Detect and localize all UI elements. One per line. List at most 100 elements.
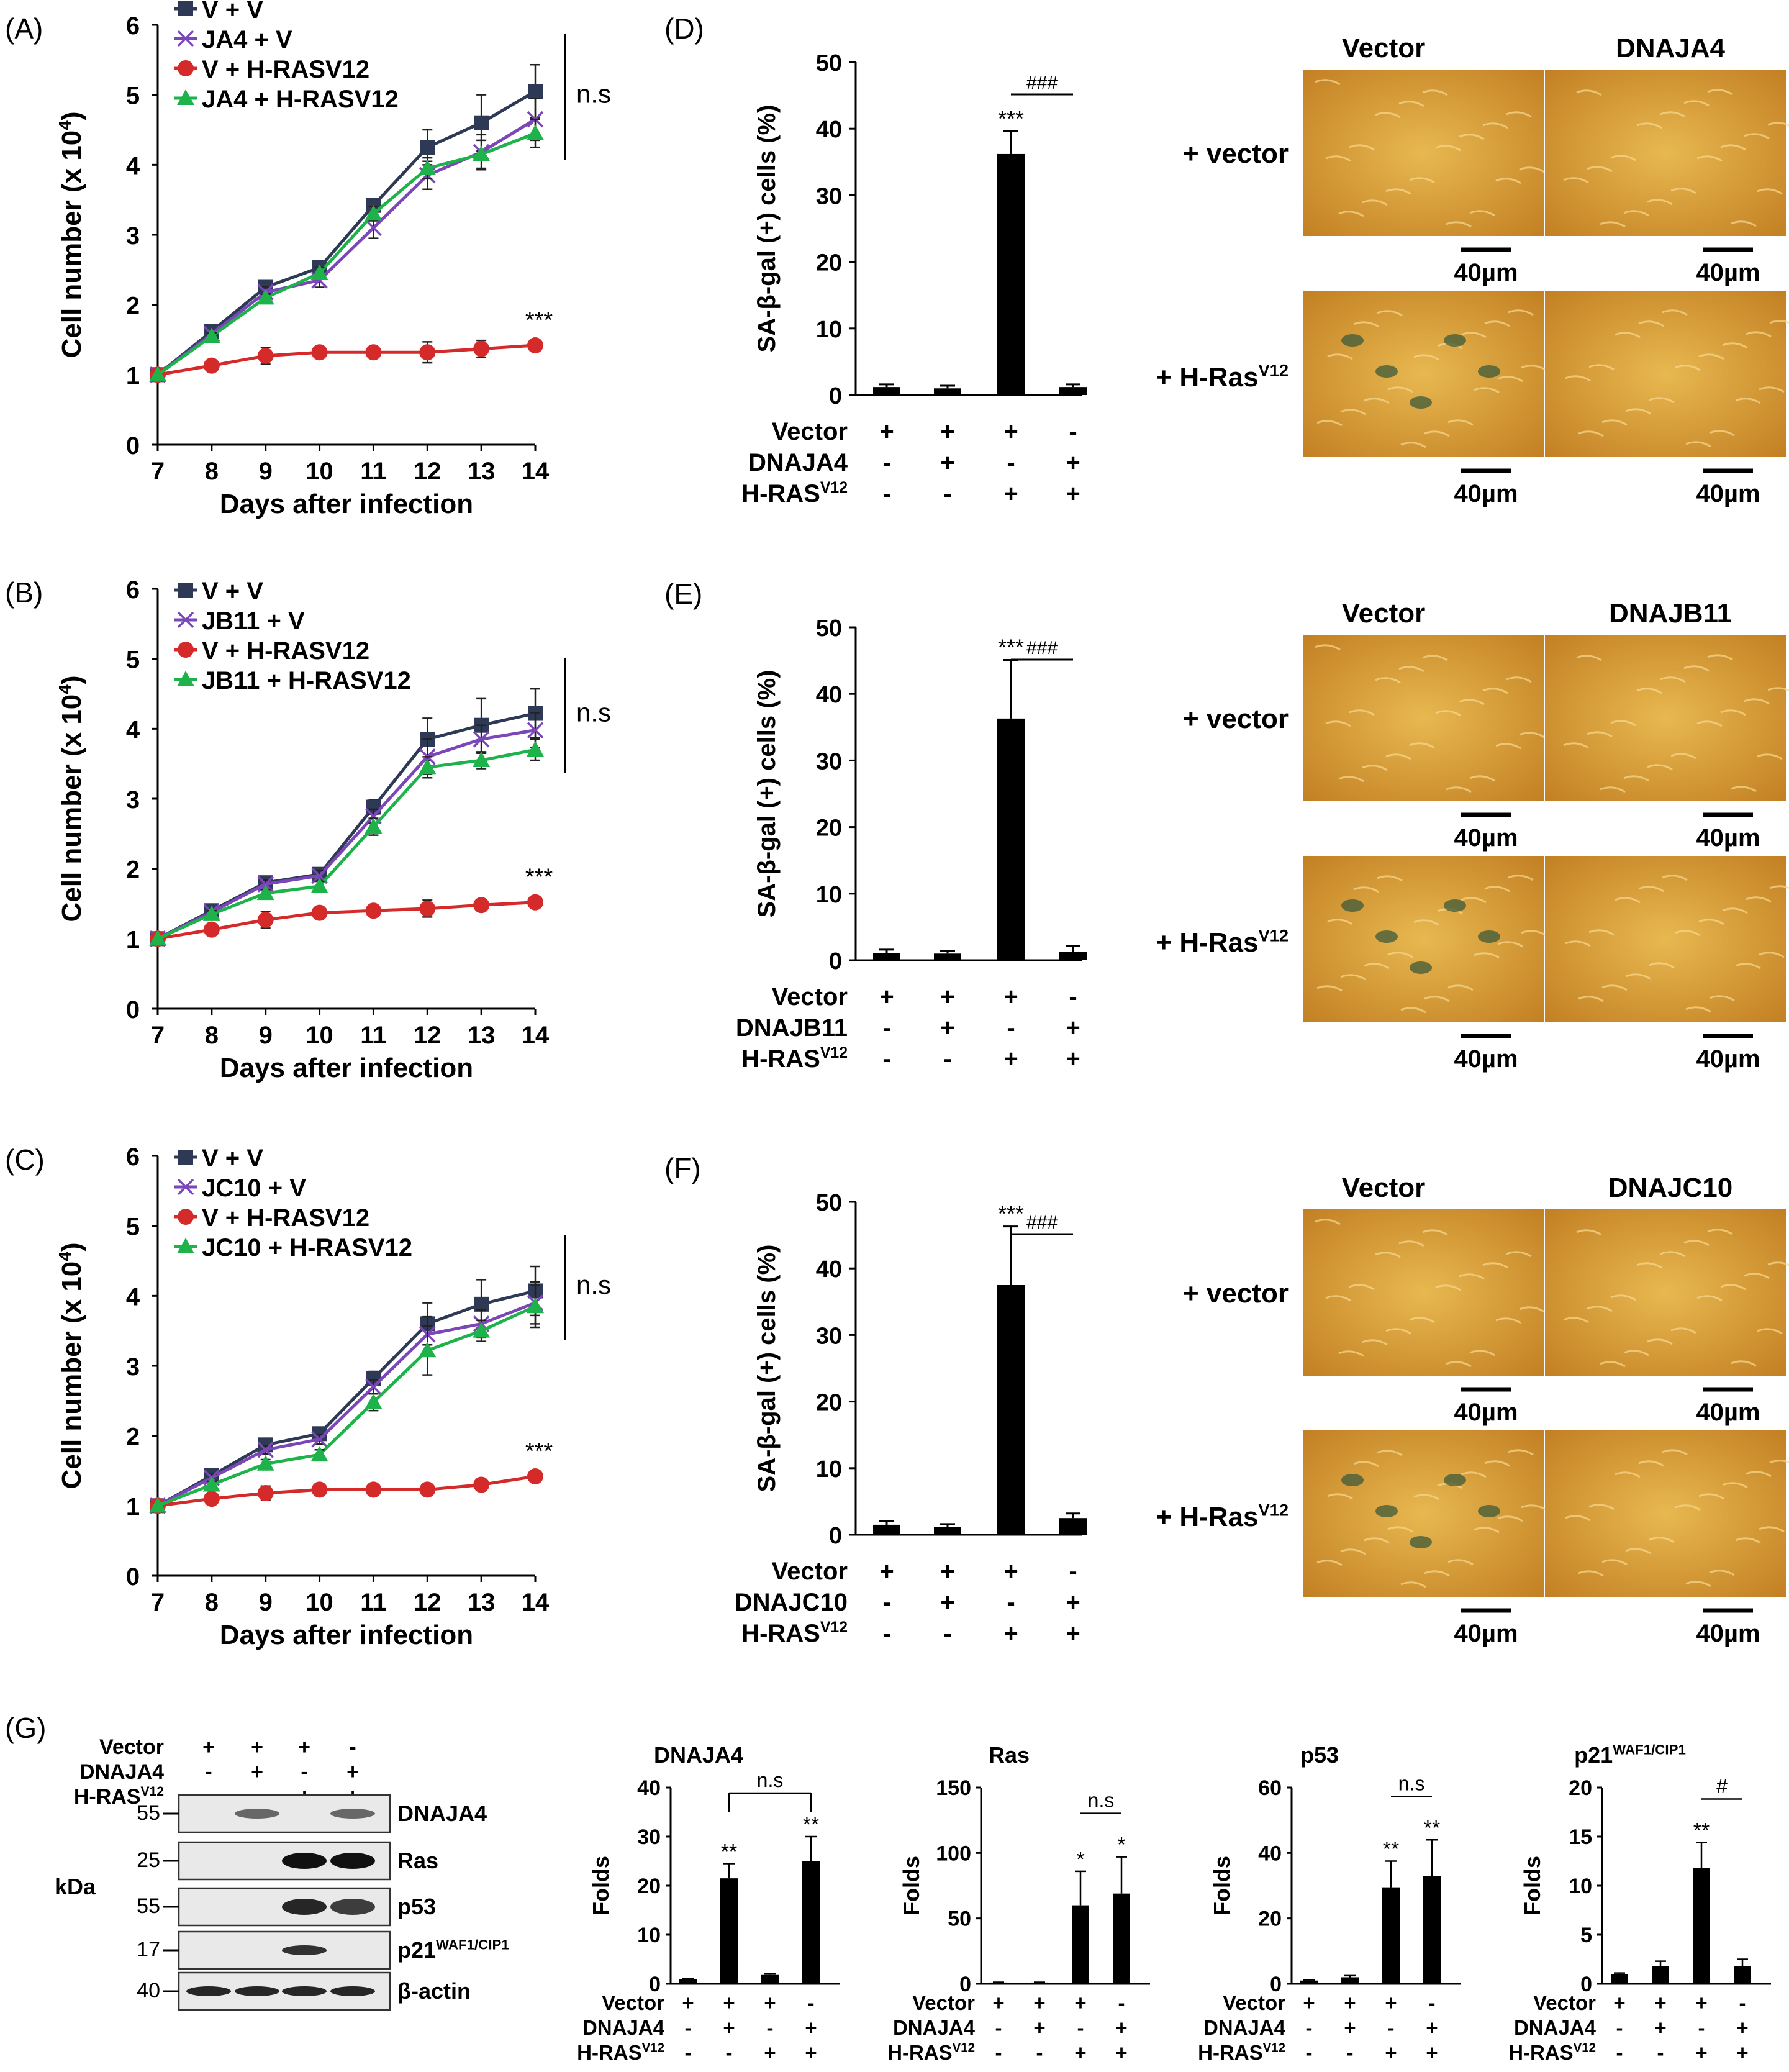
y-axis-title-sup: 4	[55, 1252, 75, 1261]
cell-streak	[1422, 1229, 1448, 1236]
blot-condition-sign: -	[205, 1760, 212, 1784]
cell-streak	[1447, 1559, 1474, 1566]
bar	[1734, 1966, 1751, 1984]
data-point	[256, 884, 274, 901]
quant-condition-sign: -	[1657, 2041, 1664, 2064]
cell-streak	[1625, 973, 1651, 980]
cell-streak	[1722, 342, 1748, 349]
condition-sign: -	[882, 449, 890, 476]
cell-streak	[1610, 720, 1636, 727]
blue-stain	[1375, 365, 1398, 378]
quant-condition-sign: +	[1654, 2016, 1666, 2039]
quant-condition-row-label-main: H-RAS	[1198, 2041, 1263, 2064]
hash-mark: ###	[1026, 1212, 1058, 1233]
data-point	[365, 1393, 383, 1409]
band-label-sup: WAF1/CIP1	[436, 1937, 509, 1952]
cell-streak	[1638, 886, 1664, 893]
cell-streak	[1746, 331, 1772, 338]
y-tick-label: 30	[816, 1323, 842, 1349]
quant-condition-row-label: DNAJA4	[893, 2016, 976, 2039]
y-tick-label: 3	[126, 222, 140, 250]
y-tick-label: 50	[816, 50, 842, 76]
legend-label: JA4 + H-RASV12	[202, 86, 399, 113]
quant-condition-sign: +	[1033, 2016, 1045, 2039]
quant-title: Ras	[989, 1742, 1030, 1768]
bar	[720, 1878, 738, 1984]
cell-streak	[1315, 644, 1341, 651]
cell-streak	[1495, 743, 1521, 750]
quant-title: p53	[1300, 1742, 1339, 1768]
y-tick-label: 40	[637, 1776, 661, 1800]
cell-streak	[1670, 1327, 1696, 1334]
y-tick-label: 10	[1569, 1874, 1592, 1898]
blot-band	[282, 1945, 327, 1955]
legend-label: V + H-RASV12	[202, 637, 369, 665]
micrograph-image	[1545, 635, 1786, 801]
legend-label: JC10 + H-RASV12	[202, 1234, 412, 1261]
cell-streak	[1638, 320, 1664, 327]
cell-streak	[1482, 1262, 1508, 1269]
cell-streak	[1459, 1273, 1485, 1280]
cell-streak	[1625, 1548, 1651, 1555]
cell-streak	[1413, 1494, 1439, 1501]
cell-streak	[1565, 940, 1591, 947]
cell-streak	[1675, 365, 1701, 371]
x-tick-label: 9	[259, 1589, 273, 1616]
micrograph-image	[1303, 70, 1544, 236]
cell-streak	[1757, 188, 1783, 195]
cell-streak	[1722, 1482, 1748, 1489]
condition-sign: -	[943, 480, 951, 507]
condition-row-label: H-RASV12	[741, 1045, 848, 1073]
cell-streak	[1469, 775, 1495, 782]
micrograph-row-label-main: + H-Ras	[1156, 362, 1258, 393]
bar	[1382, 1887, 1400, 1984]
quant-condition-row-label: Vector	[602, 1991, 664, 2014]
cell-streak	[1413, 354, 1439, 361]
cell-streak	[1497, 376, 1523, 383]
cell-streak	[1349, 1284, 1375, 1291]
y-axis-title: Folds	[1209, 1856, 1234, 1915]
cell-streak	[1424, 1570, 1450, 1577]
y-tick-label: 10	[816, 1456, 842, 1483]
y-tick-label: 4	[126, 716, 140, 743]
panel-letter: (C)	[5, 1143, 45, 1176]
cell-streak	[1647, 764, 1673, 771]
cell-streak	[1744, 1273, 1770, 1279]
cell-streak	[1349, 709, 1375, 716]
x-tick-label: 10	[306, 458, 333, 485]
quant-condition-sign: -	[1347, 2041, 1354, 2064]
x-tick-label: 13	[468, 458, 496, 485]
panel-letter: (E)	[664, 578, 702, 610]
bar	[997, 1285, 1025, 1535]
condition-sign: +	[1003, 1620, 1018, 1647]
quant-condition-sign: -	[808, 1991, 815, 2014]
cell-streak	[1735, 963, 1761, 970]
condition-row-label: DNAJA4	[748, 449, 848, 476]
cell-streak	[1446, 221, 1472, 228]
quant-condition-sign: -	[995, 2041, 1002, 2064]
data-point	[256, 1455, 274, 1471]
y-tick-label: 4	[126, 152, 140, 179]
condition-sign: -	[1069, 418, 1077, 445]
cell-streak	[1600, 221, 1626, 228]
cell-streak	[1484, 1460, 1510, 1467]
cell-streak	[1610, 1294, 1636, 1301]
y-tick-label: 2	[126, 857, 140, 884]
x-tick-label: 7	[151, 458, 165, 485]
condition-sign: -	[1069, 983, 1077, 1011]
legend-marker	[178, 583, 193, 598]
cell-streak	[1759, 952, 1785, 958]
cell-streak	[1353, 321, 1379, 328]
data-point	[311, 904, 328, 921]
blue-stain	[1375, 1505, 1398, 1517]
legend-label: JB11 + H-RASV12	[202, 667, 411, 694]
scale-label: 40µm	[1696, 480, 1760, 507]
blot-band	[330, 1899, 375, 1915]
x-axis-title: Days after infection	[220, 489, 473, 519]
significance-stars: ***	[998, 106, 1024, 131]
series-line	[157, 901, 536, 940]
bar	[1059, 952, 1087, 960]
data-point	[419, 900, 436, 917]
cell-streak	[1698, 353, 1724, 360]
quant-title-sup: WAF1/CIP1	[1613, 1742, 1686, 1757]
